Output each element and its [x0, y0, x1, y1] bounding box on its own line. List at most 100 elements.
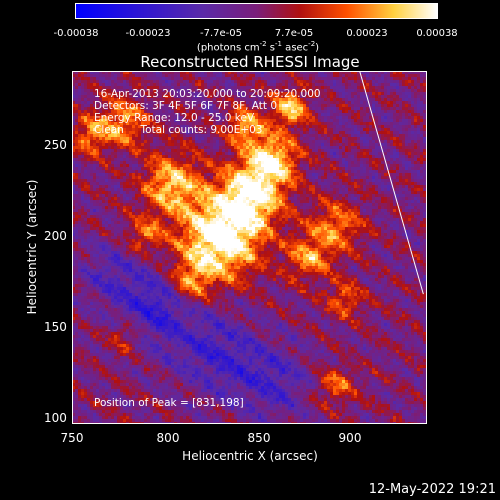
heatmap-cell — [357, 89, 360, 92]
heatmap-cell — [237, 98, 240, 101]
heatmap-cell — [414, 113, 417, 116]
heatmap-cell — [96, 167, 99, 170]
heatmap-cell — [135, 116, 138, 119]
heatmap-cell — [402, 164, 405, 167]
heatmap-cell — [405, 161, 408, 164]
heatmap-cell — [387, 167, 390, 170]
heatmap-cell — [108, 89, 111, 92]
heatmap-cell — [243, 107, 246, 110]
heatmap-cell — [159, 176, 162, 179]
heatmap-cell — [108, 71, 111, 74]
heatmap-cell — [324, 194, 327, 197]
heatmap-cell — [183, 119, 186, 122]
heatmap-cell — [351, 152, 354, 155]
heatmap-cell — [84, 143, 87, 146]
heatmap-cell — [243, 122, 246, 125]
heatmap-cell — [252, 188, 255, 191]
heatmap-cell — [102, 116, 105, 119]
heatmap-cell — [210, 137, 213, 140]
heatmap-cell — [351, 167, 354, 170]
heatmap-cell — [402, 110, 405, 113]
heatmap-cell — [420, 116, 423, 119]
heatmap-cell — [129, 122, 132, 125]
heatmap-cell — [315, 167, 318, 170]
heatmap-cell — [375, 86, 378, 89]
heatmap-cell — [243, 182, 246, 185]
heatmap-cell — [297, 71, 300, 74]
heatmap-cell — [279, 179, 282, 182]
heatmap-cell — [243, 152, 246, 155]
heatmap-cell — [255, 176, 258, 179]
heatmap-cell — [384, 194, 387, 197]
heatmap-cell — [363, 95, 366, 98]
heatmap-cell — [114, 146, 117, 149]
heatmap-cell — [78, 137, 81, 140]
heatmap-cell — [402, 188, 405, 191]
heatmap-cell — [111, 194, 114, 197]
heatmap-cell — [177, 185, 180, 188]
heatmap-cell — [180, 116, 183, 119]
heatmap-cell — [219, 149, 222, 152]
heatmap-cell — [180, 179, 183, 182]
heatmap-cell — [309, 194, 312, 197]
heatmap-cell — [390, 92, 393, 95]
heatmap-cell — [252, 167, 255, 170]
heatmap-cell — [168, 188, 171, 191]
heatmap-cell — [315, 92, 318, 95]
heatmap-cell — [186, 191, 189, 194]
heatmap-cell — [234, 155, 237, 158]
heatmap-cell — [300, 143, 303, 146]
heatmap-cell — [90, 143, 93, 146]
heatmap-cell — [147, 74, 150, 77]
heatmap-cell — [261, 92, 264, 95]
heatmap-cell — [267, 164, 270, 167]
heatmap-cell — [153, 119, 156, 122]
heatmap-cell — [168, 125, 171, 128]
heatmap-cell — [192, 167, 195, 170]
heatmap-cell — [96, 107, 99, 110]
heatmap-cell — [315, 143, 318, 146]
heatmap-cell — [210, 161, 213, 164]
heatmap-cell — [126, 152, 129, 155]
heatmap-cell — [114, 143, 117, 146]
heatmap-cell — [81, 74, 84, 77]
heatmap-cell — [327, 74, 330, 77]
heatmap-cell — [198, 80, 201, 83]
heatmap-cell — [399, 80, 402, 83]
heatmap-cell — [210, 92, 213, 95]
heatmap-cell — [300, 77, 303, 80]
heatmap-cell — [420, 149, 423, 152]
heatmap-cell — [201, 83, 204, 86]
heatmap-cell — [156, 74, 159, 77]
heatmap-cell — [240, 179, 243, 182]
heatmap-cell — [276, 110, 279, 113]
heatmap-cell — [384, 119, 387, 122]
heatmap-cell — [309, 89, 312, 92]
heatmap-cell — [150, 92, 153, 95]
heatmap-cell — [249, 110, 252, 113]
heatmap-cell — [234, 161, 237, 164]
heatmap-cell — [207, 152, 210, 155]
heatmap-cell — [315, 98, 318, 101]
heatmap-cell — [330, 92, 333, 95]
heatmap-cell — [348, 179, 351, 182]
heatmap-cell — [342, 161, 345, 164]
heatmap-cell — [351, 92, 354, 95]
heatmap-cell — [126, 89, 129, 92]
heatmap-cell — [360, 101, 363, 104]
heatmap-cell — [393, 185, 396, 188]
heatmap-cell — [417, 137, 420, 140]
heatmap-cell — [414, 74, 417, 77]
heatmap-cell — [354, 122, 357, 125]
heatmap-cell — [207, 86, 210, 89]
heatmap-cell — [198, 101, 201, 104]
heatmap-cell — [189, 176, 192, 179]
heatmap-cell — [159, 128, 162, 131]
heatmap-cell — [378, 128, 381, 131]
heatmap-cell — [138, 83, 141, 86]
heatmap-cell — [216, 155, 219, 158]
heatmap-cell — [333, 194, 336, 197]
heatmap-cell — [156, 140, 159, 143]
heatmap-cell — [138, 155, 141, 158]
heatmap-cell — [165, 179, 168, 182]
